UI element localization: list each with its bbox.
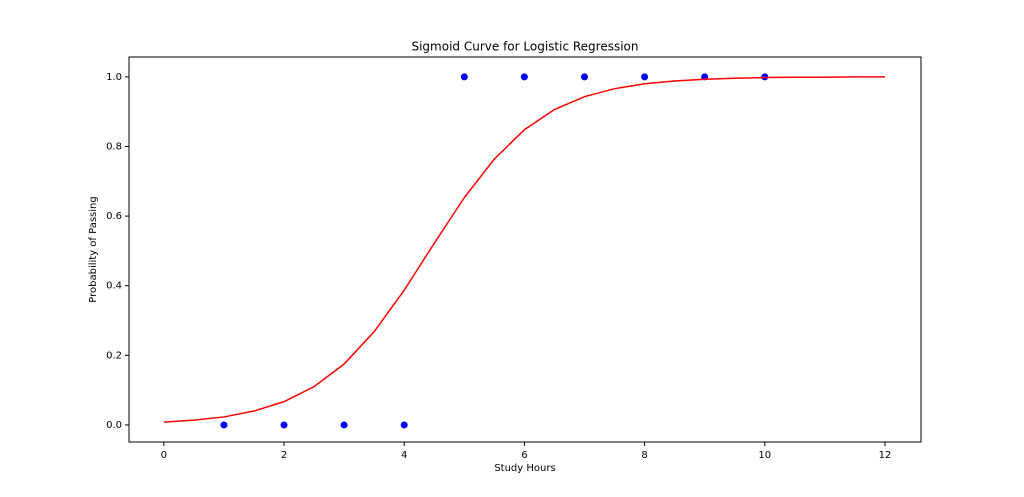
x-tick-label: 8 (641, 450, 647, 461)
y-tick-label: 0.0 (106, 420, 122, 431)
data-point (280, 421, 288, 429)
y-tick-label: 0.8 (106, 141, 122, 152)
data-point (520, 73, 528, 81)
x-tick-label: 0 (161, 450, 167, 461)
x-tick-label: 2 (281, 450, 287, 461)
y-tick-label: 0.2 (106, 350, 122, 361)
x-tick-label: 6 (521, 450, 527, 461)
data-point (641, 73, 649, 81)
y-tick-label: 0.6 (106, 211, 122, 222)
x-axis-label: Study Hours (494, 463, 555, 474)
y-axis-label: Probability of Passing (88, 196, 99, 302)
y-tick-label: 0.4 (106, 281, 122, 292)
data-point (460, 73, 468, 81)
data-point (340, 421, 348, 429)
plot-frame (128, 56, 922, 443)
data-point (400, 421, 408, 429)
x-tick-label: 4 (401, 450, 407, 461)
x-tick-label: 10 (758, 450, 771, 461)
sigmoid-line (163, 76, 885, 423)
y-tick-label: 1.0 (106, 72, 122, 83)
data-point (220, 421, 228, 429)
data-point (580, 73, 588, 81)
x-tick-label: 12 (879, 450, 892, 461)
chart-title: Sigmoid Curve for Logistic Regression (411, 40, 638, 54)
